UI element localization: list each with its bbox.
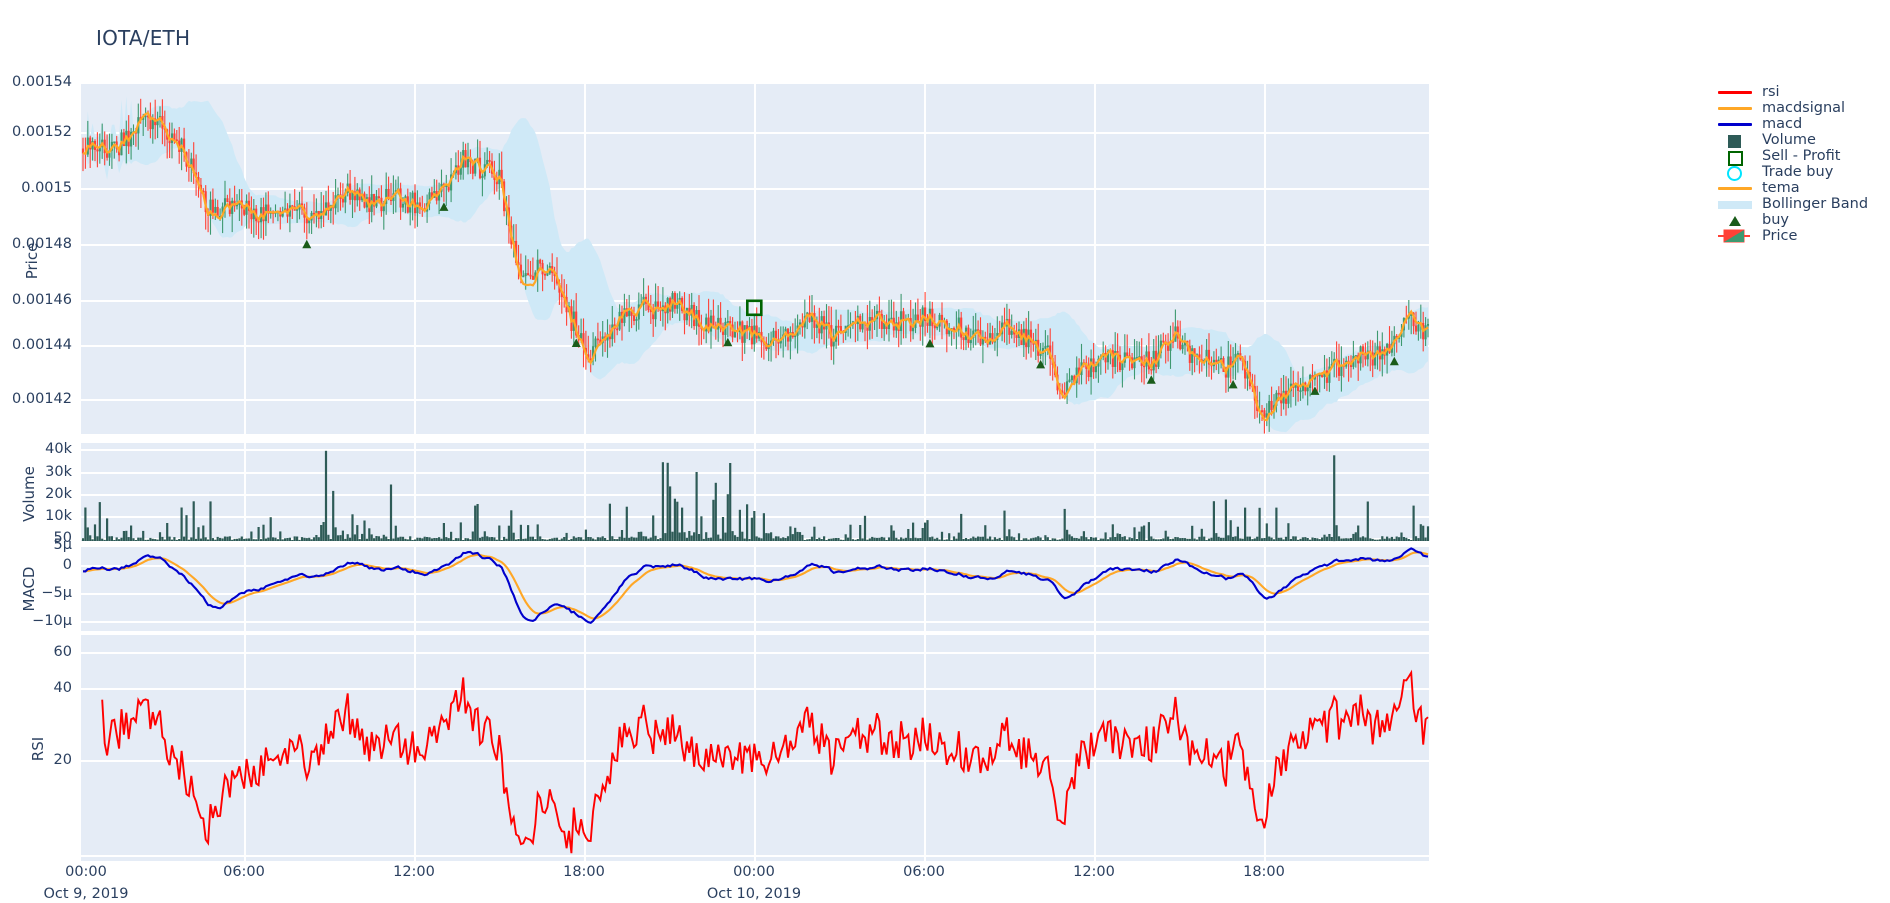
band-swatch-icon bbox=[1716, 196, 1754, 212]
chart-legend: rsi macdsignal macd Volume Sell - Profit Trad… bbox=[1716, 84, 1886, 244]
gridline-x bbox=[584, 635, 586, 861]
legend-item-macdsignal[interactable]: macdsignal bbox=[1716, 100, 1886, 116]
y-tick-volume: 50 bbox=[53, 530, 72, 546]
gridline-x bbox=[414, 443, 416, 541]
legend-label: macd bbox=[1762, 116, 1803, 132]
x-tick-time: 12:00 bbox=[1073, 864, 1115, 880]
legend-item-price[interactable]: Price bbox=[1716, 228, 1886, 244]
y-tick-macd: −10µ bbox=[32, 613, 72, 629]
gridline-x bbox=[924, 545, 926, 631]
y-tick-volume: 10k bbox=[45, 508, 72, 524]
gridline-x bbox=[1264, 82, 1266, 434]
legend-item-macd[interactable]: macd bbox=[1716, 116, 1886, 132]
x-tick-date: Oct 10, 2019 bbox=[706, 886, 802, 902]
legend-item-sell-profit[interactable]: Sell - Profit bbox=[1716, 148, 1886, 166]
x-tick-time: 06:00 bbox=[223, 864, 265, 880]
gridline-x bbox=[754, 443, 756, 541]
gridline-x bbox=[414, 545, 416, 631]
legend-item-bollinger-band[interactable]: Bollinger Band bbox=[1716, 196, 1886, 212]
x-tick-time: 18:00 bbox=[563, 864, 605, 880]
triangle-swatch-icon bbox=[1716, 212, 1754, 228]
gridline-x bbox=[244, 545, 246, 631]
axis-title-rsi: RSI bbox=[29, 736, 47, 762]
y-tick-macd: 5µ bbox=[53, 537, 72, 553]
x-tick-time: 06:00 bbox=[903, 864, 945, 880]
gridline-x bbox=[1094, 443, 1096, 541]
legend-label: buy bbox=[1762, 212, 1789, 228]
y-tick-volume: 20k bbox=[45, 486, 72, 502]
gridline-x bbox=[924, 635, 926, 861]
gridline-x bbox=[754, 545, 756, 631]
legend-label: Price bbox=[1762, 228, 1798, 244]
y-tick-macd: 0 bbox=[62, 557, 72, 573]
y-tick-price: 0.0015 bbox=[21, 180, 72, 196]
y-tick-macd: −5µ bbox=[41, 585, 72, 601]
gridline-x bbox=[244, 443, 246, 541]
x-tick-date: Oct 9, 2019 bbox=[43, 886, 129, 902]
gridline-x bbox=[754, 82, 756, 434]
y-tick-volume: 40k bbox=[45, 441, 72, 457]
x-tick-time: 00:00 bbox=[65, 864, 107, 880]
y-tick-volume: 30k bbox=[45, 464, 72, 480]
gridline-x bbox=[244, 635, 246, 861]
gridline-x bbox=[414, 82, 416, 434]
axis-title-macd: MACD bbox=[20, 566, 38, 612]
legend-item-buy[interactable]: buy bbox=[1716, 212, 1886, 228]
square-swatch-icon bbox=[1716, 132, 1754, 148]
line-swatch-icon bbox=[1716, 100, 1754, 116]
line-swatch-icon bbox=[1716, 84, 1754, 100]
axis-title-price: Price bbox=[23, 242, 41, 280]
gridline-x bbox=[1264, 635, 1266, 861]
x-tick-time: 18:00 bbox=[1243, 864, 1285, 880]
y-tick-price: 0.00146 bbox=[12, 292, 72, 308]
line-swatch-icon bbox=[1716, 180, 1754, 196]
y-tick-price: 0.00148 bbox=[12, 236, 72, 252]
legend-label: rsi bbox=[1762, 84, 1780, 100]
legend-label: tema bbox=[1762, 180, 1800, 196]
y-tick-rsi: 40 bbox=[53, 680, 72, 696]
line-swatch-icon bbox=[1716, 116, 1754, 132]
gridline-x bbox=[414, 635, 416, 861]
gridline-x bbox=[584, 82, 586, 434]
legend-label: Sell - Profit bbox=[1762, 148, 1841, 164]
legend-label: Volume bbox=[1762, 132, 1816, 148]
gridline-x bbox=[1264, 545, 1266, 631]
square-open-swatch-icon bbox=[1716, 148, 1754, 166]
x-tick-time: 12:00 bbox=[393, 864, 435, 880]
axis-title-volume: Volume bbox=[20, 466, 38, 522]
gridline-x bbox=[244, 82, 246, 434]
legend-label: macdsignal bbox=[1762, 100, 1846, 116]
legend-label: Trade buy bbox=[1762, 164, 1834, 180]
candle-swatch-icon bbox=[1716, 228, 1754, 244]
x-tick-time: 00:00 bbox=[733, 864, 775, 880]
gridline-x bbox=[924, 443, 926, 541]
legend-item-trade-buy[interactable]: Trade buy bbox=[1716, 164, 1886, 181]
legend-label: Bollinger Band bbox=[1762, 196, 1869, 212]
legend-item-rsi[interactable]: rsi bbox=[1716, 84, 1886, 100]
gridline-x bbox=[754, 635, 756, 861]
legend-item-volume[interactable]: Volume bbox=[1716, 132, 1886, 148]
y-tick-rsi: 60 bbox=[53, 644, 72, 660]
y-tick-price: 0.00152 bbox=[12, 124, 72, 140]
gridline-x bbox=[1264, 443, 1266, 541]
y-tick-price: 0.00144 bbox=[12, 337, 72, 353]
gridline-x bbox=[584, 443, 586, 541]
y-tick-rsi: 20 bbox=[53, 752, 72, 768]
page-title: IOTA/ETH bbox=[96, 26, 191, 50]
gridline-x bbox=[1094, 82, 1096, 434]
y-tick-price: 0.00154 bbox=[12, 74, 72, 90]
gridline-x bbox=[1094, 635, 1096, 861]
gridline-x bbox=[1094, 545, 1096, 631]
gridline-x bbox=[584, 545, 586, 631]
gridline-x bbox=[924, 82, 926, 434]
legend-item-tema[interactable]: tema bbox=[1716, 180, 1886, 196]
circle-open-swatch-icon bbox=[1716, 164, 1754, 181]
y-tick-price: 0.00142 bbox=[12, 391, 72, 407]
